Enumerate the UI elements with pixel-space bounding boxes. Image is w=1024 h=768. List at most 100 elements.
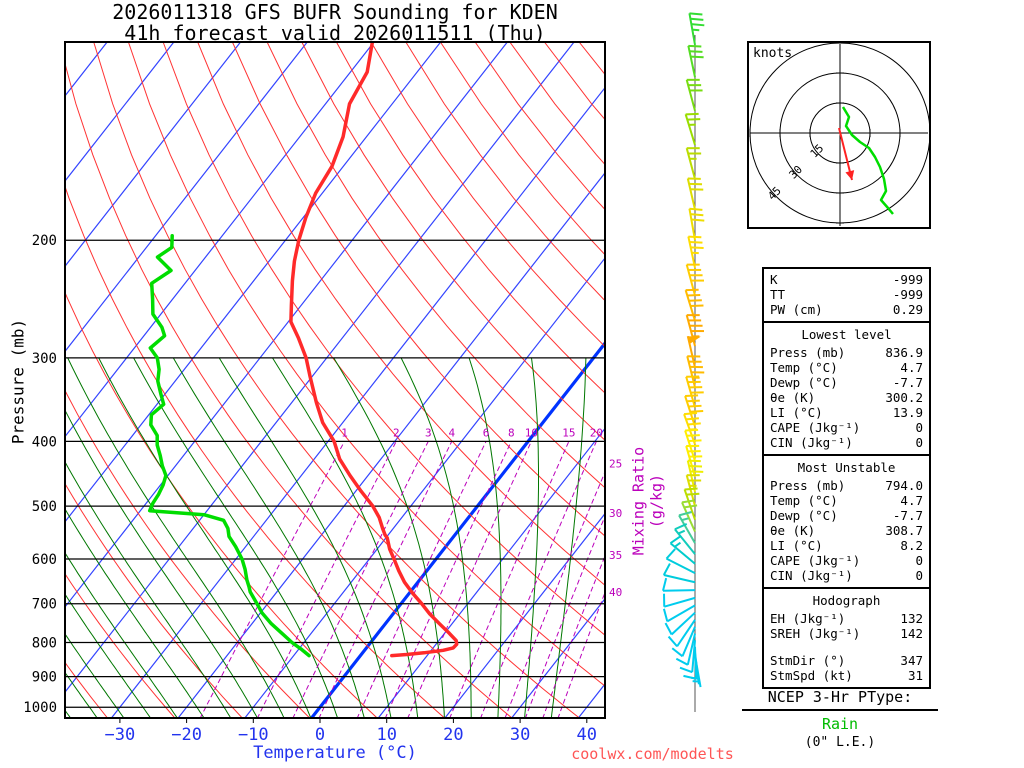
svg-text:3: 3	[425, 426, 432, 439]
stat-value: 4.7	[900, 493, 923, 508]
stat-label: CAPE (Jkg⁻¹)	[770, 553, 861, 568]
stats-section-title: Hodograph	[812, 593, 881, 608]
stat-label: StmSpd (kt)	[770, 668, 853, 683]
stat-row: LI (°C) 8.2	[770, 538, 923, 553]
stats-section-title: Lowest level	[801, 327, 892, 342]
moist-adiabat-lines	[65, 357, 587, 718]
stat-label: Temp (°C)	[770, 360, 838, 375]
stat-value: 308.7	[885, 523, 923, 538]
stats-section-title: Most Unstable	[797, 460, 896, 475]
stat-value: 0	[915, 553, 923, 568]
ptype-block: NCEP 3-Hr PType: Rain (0" L.E.)	[742, 688, 938, 750]
stats-section: K -999 TT -999 PW (cm) 0.29	[764, 269, 929, 323]
ptype-value: Rain	[821, 715, 859, 733]
stat-label: CAPE (Jkg⁻¹)	[770, 420, 861, 435]
svg-text:2: 2	[393, 426, 400, 439]
stat-row: CIN (Jkg⁻¹) 0	[770, 568, 923, 583]
svg-text:−10: −10	[238, 725, 269, 745]
svg-text:10: 10	[376, 725, 396, 745]
stat-value: -7.7	[892, 375, 923, 390]
svg-text:6: 6	[483, 426, 490, 439]
svg-text:300: 300	[32, 351, 57, 367]
svg-text:15: 15	[562, 426, 575, 439]
sounding-traces	[147, 42, 459, 658]
hodograph-trace	[841, 106, 894, 215]
svg-text:500: 500	[32, 499, 57, 515]
svg-text:800: 800	[32, 635, 57, 651]
stat-label: CIN (Jkg⁻¹)	[770, 435, 853, 450]
stat-value: 31	[907, 668, 923, 683]
stat-label: LI (°C)	[770, 538, 823, 553]
stat-label: Dewp (°C)	[770, 508, 838, 523]
stat-value: 0	[915, 568, 923, 583]
stat-row: TT -999	[770, 287, 923, 302]
svg-text:20: 20	[590, 426, 603, 439]
svg-text:600: 600	[32, 552, 57, 568]
stat-label: PW (cm)	[770, 302, 823, 317]
stat-value: 0	[915, 420, 923, 435]
stat-row: Dewp (°C) -7.7	[770, 508, 923, 523]
svg-text:4: 4	[448, 426, 455, 439]
stat-value: 0.29	[892, 302, 923, 317]
temperature-axis-label: Temperature (°C)	[253, 743, 417, 763]
stat-row: StmSpd (kt) 31	[770, 668, 923, 683]
pressure-gridlines: 200 300 400 500 600 700 800 900 1000	[23, 233, 605, 716]
watermark: coolwx.com/modelts	[571, 745, 734, 763]
svg-text:1000: 1000	[23, 700, 57, 716]
title-line2: 41h forecast valid 2026011511 (Thu)	[124, 21, 546, 45]
svg-text:200: 200	[32, 233, 57, 249]
stat-row: PW (cm) 0.29	[770, 302, 923, 317]
stat-label: StmDir (°)	[770, 653, 846, 668]
stat-label: Press (mb)	[770, 345, 846, 360]
dry-adiabat-lines	[65, 42, 605, 718]
stat-label: Dewp (°C)	[770, 375, 838, 390]
mixing-ratio-labels: 1 2 3 4 6 8 10 15 20 25 30 35 40	[341, 426, 622, 599]
stat-row: LI (°C) 13.9	[770, 405, 923, 420]
stat-label: SREH (Jkg⁻¹)	[770, 626, 861, 641]
stat-value: 794.0	[885, 478, 923, 493]
stat-value: -999	[892, 272, 923, 287]
stat-label: θe (K)	[770, 523, 816, 538]
stat-value: 0	[915, 435, 923, 450]
svg-text:30: 30	[609, 507, 622, 520]
stat-row: Temp (°C) 4.7	[770, 360, 923, 375]
temperature-trace	[289, 42, 459, 658]
svg-text:8: 8	[508, 426, 515, 439]
hodograph-units-label: knots	[753, 46, 793, 61]
stat-row: θe (K) 300.2	[770, 390, 923, 405]
stat-row: CIN (Jkg⁻¹) 0	[770, 435, 923, 450]
stats-section: Hodograph EH (Jkg⁻¹) 132 SREH (Jkg⁻¹) 142 Stm…	[764, 589, 929, 687]
stat-row: StmDir (°) 347	[770, 653, 923, 668]
stat-label: Temp (°C)	[770, 493, 838, 508]
stat-row: Temp (°C) 4.7	[770, 493, 923, 508]
stat-value: -7.7	[892, 508, 923, 523]
svg-text:25: 25	[609, 458, 622, 471]
stat-row: Press (mb) 836.9	[770, 345, 923, 360]
stat-row: Dewp (°C) -7.7	[770, 375, 923, 390]
dewpoint-trace	[147, 234, 311, 658]
ptype-heading: NCEP 3-Hr PType:	[742, 688, 938, 711]
mixing-ratio-lines	[199, 441, 605, 718]
stat-row: SREH (Jkg⁻¹) 142	[770, 626, 923, 641]
stat-value: 347	[900, 653, 923, 668]
stat-label: K	[770, 272, 778, 287]
stat-label: LI (°C)	[770, 405, 823, 420]
stat-row: CAPE (Jkg⁻¹) 0	[770, 553, 923, 568]
stat-row: θe (K) 308.7	[770, 523, 923, 538]
stat-row: K -999	[770, 272, 923, 287]
stat-value: 300.2	[885, 390, 923, 405]
stat-value: 836.9	[885, 345, 923, 360]
ptype-extra: (0" L.E.)	[804, 735, 876, 750]
plot-border	[64, 41, 606, 719]
svg-text:−30: −30	[105, 725, 136, 745]
stat-label: θe (K)	[770, 390, 816, 405]
stats-table: K -999 TT -999 PW (cm) 0.29 Lowest level Press …	[762, 267, 931, 689]
title-line1: 2026011318 GFS BUFR Sounding for KDEN	[112, 0, 558, 24]
pressure-axis-label: Pressure (mb)	[8, 318, 28, 445]
stat-row: CAPE (Jkg⁻¹) 0	[770, 420, 923, 435]
stats-section: Lowest level Press (mb) 836.9 Temp (°C) 4.7 D…	[764, 323, 929, 456]
stat-label: Press (mb)	[770, 478, 846, 493]
